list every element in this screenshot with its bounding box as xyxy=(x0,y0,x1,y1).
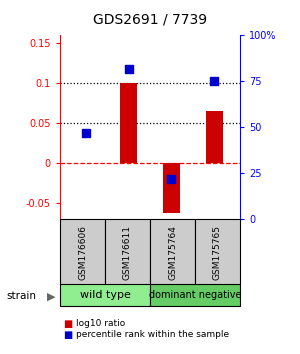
Point xyxy=(126,66,131,72)
Point xyxy=(169,176,174,182)
Text: ■: ■ xyxy=(63,319,72,329)
Text: ▶: ▶ xyxy=(47,291,55,301)
Bar xyxy=(206,112,223,164)
Text: GDS2691 / 7739: GDS2691 / 7739 xyxy=(93,12,207,27)
Bar xyxy=(77,162,94,164)
Bar xyxy=(195,219,240,285)
Bar xyxy=(120,82,137,164)
Bar xyxy=(150,219,195,285)
Text: GSM176611: GSM176611 xyxy=(123,225,132,280)
Text: log10 ratio: log10 ratio xyxy=(76,319,126,329)
Text: GSM175765: GSM175765 xyxy=(213,225,222,280)
Text: percentile rank within the sample: percentile rank within the sample xyxy=(76,330,230,339)
Text: GSM175764: GSM175764 xyxy=(168,225,177,280)
Text: strain: strain xyxy=(6,291,36,301)
Bar xyxy=(60,219,105,285)
Bar xyxy=(60,284,150,306)
Point xyxy=(83,130,88,136)
Text: ■: ■ xyxy=(63,330,72,339)
Bar xyxy=(105,219,150,285)
Point xyxy=(212,79,217,84)
Bar xyxy=(150,284,240,306)
Text: GSM176606: GSM176606 xyxy=(78,225,87,280)
Text: wild type: wild type xyxy=(80,290,130,300)
Bar xyxy=(163,164,180,213)
Text: dominant negative: dominant negative xyxy=(149,290,241,300)
